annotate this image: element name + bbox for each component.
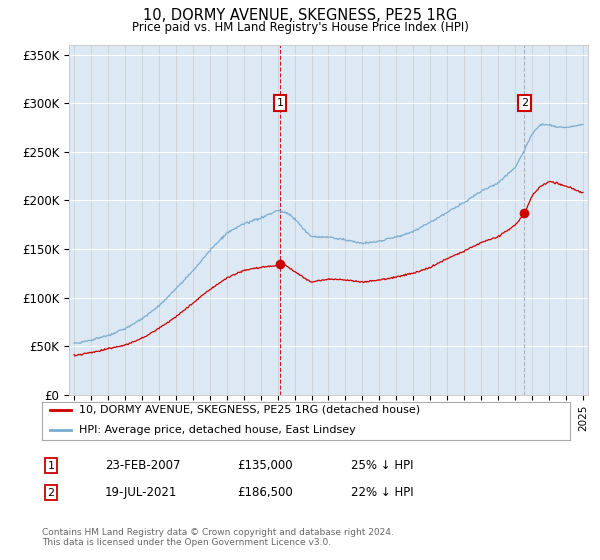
Text: 1: 1 <box>47 461 55 471</box>
Text: 25% ↓ HPI: 25% ↓ HPI <box>351 459 413 473</box>
Text: 23-FEB-2007: 23-FEB-2007 <box>105 459 181 473</box>
Text: £135,000: £135,000 <box>237 459 293 473</box>
Text: 1: 1 <box>277 98 283 108</box>
Text: 2: 2 <box>47 488 55 498</box>
Text: 10, DORMY AVENUE, SKEGNESS, PE25 1RG (detached house): 10, DORMY AVENUE, SKEGNESS, PE25 1RG (de… <box>79 405 420 415</box>
Text: 22% ↓ HPI: 22% ↓ HPI <box>351 486 413 500</box>
Text: £186,500: £186,500 <box>237 486 293 500</box>
Text: Price paid vs. HM Land Registry's House Price Index (HPI): Price paid vs. HM Land Registry's House … <box>131 21 469 34</box>
Text: Contains HM Land Registry data © Crown copyright and database right 2024.
This d: Contains HM Land Registry data © Crown c… <box>42 528 394 547</box>
Text: 2: 2 <box>521 98 528 108</box>
Text: HPI: Average price, detached house, East Lindsey: HPI: Average price, detached house, East… <box>79 425 356 435</box>
Text: 10, DORMY AVENUE, SKEGNESS, PE25 1RG: 10, DORMY AVENUE, SKEGNESS, PE25 1RG <box>143 8 457 24</box>
Text: 19-JUL-2021: 19-JUL-2021 <box>105 486 178 500</box>
